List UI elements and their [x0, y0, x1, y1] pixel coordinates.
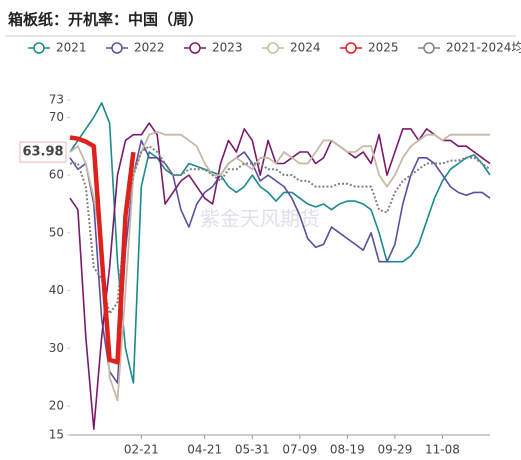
y-tick-label: 15: [49, 428, 64, 442]
legend-label: 2021: [56, 41, 87, 55]
legend-label: 2021-2024均值: [446, 40, 521, 55]
x-tick-label: 11-08: [425, 443, 460, 457]
legend-label: 2025: [368, 41, 399, 55]
chart-title: 箱板纸：开机率：中国（周）: [8, 11, 203, 29]
x-tick-label: 02-21: [124, 443, 159, 457]
x-tick-label: 05-31: [235, 443, 270, 457]
series-line: [69, 135, 136, 365]
x-tick-label: 04-21: [187, 443, 222, 457]
x-tick-label: 08-19: [330, 443, 365, 457]
y-tick-label: 73: [49, 93, 64, 107]
watermark: 紫金天风期货: [200, 207, 320, 231]
x-tick-label: 07-09: [282, 443, 317, 457]
legend-label: 2022: [134, 41, 165, 55]
series-line: [69, 102, 491, 384]
value-label-box: [19, 141, 67, 163]
x-tick-label: 09-29: [377, 443, 412, 457]
legend-marker: [189, 42, 201, 54]
legend-marker: [345, 42, 357, 54]
legend-marker: [33, 42, 45, 54]
y-tick-label: 20: [49, 399, 64, 413]
legend-label: 2023: [212, 41, 243, 55]
y-tick-label: 70: [49, 110, 64, 124]
legend-marker: [423, 42, 435, 54]
legend-marker: [267, 42, 279, 54]
series-line: [70, 145, 491, 315]
legend-marker: [111, 42, 123, 54]
value-label: 63.98: [22, 145, 63, 160]
legend-label: 2024: [290, 41, 321, 55]
series-line: [69, 139, 491, 384]
y-tick-label: 50: [49, 225, 64, 239]
legend: 2021 2022 2023 2024 2025 2021-2024均值: [28, 40, 521, 55]
y-tick-label: 40: [49, 283, 64, 297]
y-tick-label: 60: [49, 168, 64, 182]
y-tick-label: 30: [49, 341, 64, 355]
